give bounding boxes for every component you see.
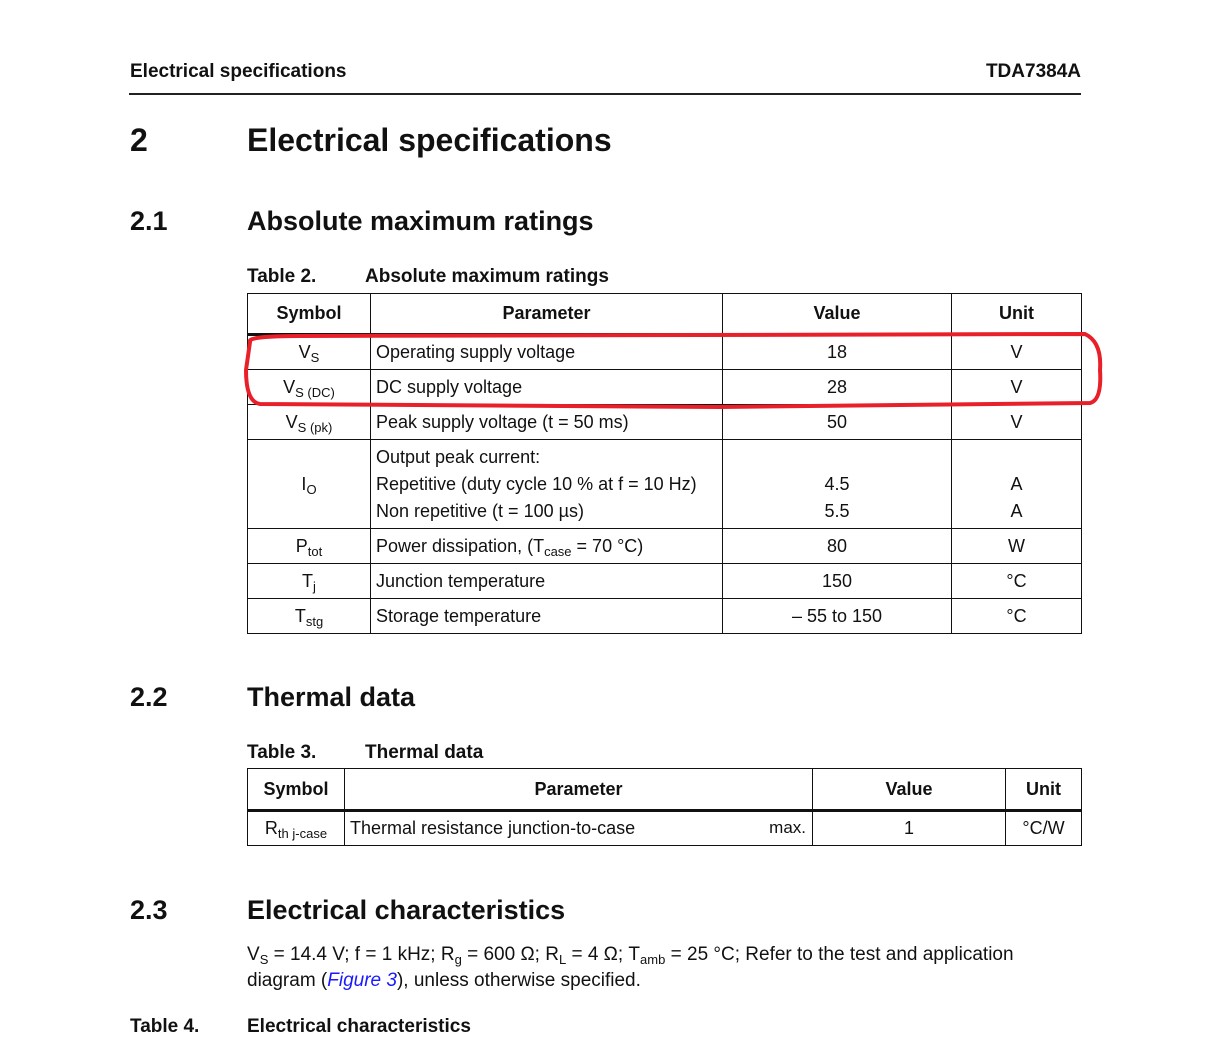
unit-cell: °C (951, 563, 1082, 599)
table-row: Rth j-case Thermal resistance junction-t… (247, 810, 1082, 846)
unit-line: A (1010, 500, 1023, 521)
unit-cell: °C/W (1005, 810, 1082, 846)
section-title: Thermal data (247, 682, 416, 712)
highlight-outline (243, 331, 1103, 410)
parameter-line: Non repetitive (t = 100 µs) (376, 500, 584, 521)
section-number: 2.2 (130, 682, 168, 712)
section-title: Absolute maximum ratings (247, 206, 594, 236)
section-title: Electrical specifications (247, 122, 612, 158)
symbol-cell: Rth j-case (247, 810, 345, 846)
symbol-cell: IO (247, 439, 371, 529)
table-label: Table 2. (247, 266, 317, 287)
column-header: Value (812, 768, 1006, 812)
table-label: Table 3. (247, 742, 317, 763)
table-caption: Electrical characteristics (247, 1016, 471, 1037)
test-conditions-paragraph: VS = 14.4 V; f = 1 kHz; Rg = 600 Ω; RL =… (247, 944, 1014, 991)
column-header: Symbol (247, 768, 345, 812)
parameter-line: Repetitive (duty cycle 10 % at f = 10 Hz… (376, 473, 697, 494)
header-rule (129, 93, 1081, 95)
parameter-cell: Storage temperature (370, 598, 723, 634)
section-number: 2.1 (130, 206, 168, 236)
parameter-cell: Thermal resistance junction-to-case max. (344, 810, 813, 846)
table-row: Tj Junction temperature 150 °C (247, 563, 1082, 599)
absolute-max-ratings-table: Symbol Parameter Value Unit VS Operating… (247, 293, 1082, 634)
column-header: Symbol (247, 293, 371, 336)
running-header-title: Electrical specifications (130, 61, 347, 82)
value-cell: 80 (722, 528, 952, 564)
parameter-cell: Power dissipation, (Tcase = 70 °C) (370, 528, 723, 564)
value-cell: – 55 to 150 (722, 598, 952, 634)
qualifier: max. (769, 818, 806, 837)
parameter-cell: Junction temperature (370, 563, 723, 599)
table-header-row: Symbol Parameter Value Unit (247, 768, 1082, 812)
value-cell: 28 (722, 369, 952, 405)
parameter-cell: Peak supply voltage (t = 50 ms) (370, 404, 723, 440)
column-header: Parameter (344, 768, 813, 812)
symbol-cell: VS (DC) (247, 369, 371, 405)
figure-3-link[interactable]: Figure 3 (327, 970, 397, 991)
column-header: Unit (1005, 768, 1082, 812)
parameter-line: Output peak current: (376, 446, 541, 467)
table-row: Tstg Storage temperature – 55 to 150 °C (247, 598, 1082, 634)
symbol-cell: VS (247, 334, 371, 370)
table-caption: Thermal data (365, 742, 484, 763)
thermal-data-table: Symbol Parameter Value Unit Rth j-case T… (247, 768, 1082, 846)
table-row: VS (pk) Peak supply voltage (t = 50 ms) … (247, 404, 1082, 440)
symbol-cell: Tj (247, 563, 371, 599)
value-cell: 18 (722, 334, 952, 370)
running-header-part: TDA7384A (985, 61, 1081, 82)
value-cell: 1 (812, 810, 1006, 846)
column-header: Parameter (370, 293, 723, 336)
section-title: Electrical characteristics (247, 895, 566, 925)
value-line: 4.5 (824, 473, 850, 494)
unit-line: A (1010, 473, 1023, 494)
section-number: 2.3 (130, 895, 168, 925)
unit-cell: °C (951, 598, 1082, 634)
table-label: Table 4. (130, 1016, 200, 1037)
table-caption: Absolute maximum ratings (365, 266, 609, 287)
value-line: 5.5 (824, 500, 850, 521)
section-number: 2 (130, 122, 148, 158)
parameter-cell: Operating supply voltage (370, 334, 723, 370)
